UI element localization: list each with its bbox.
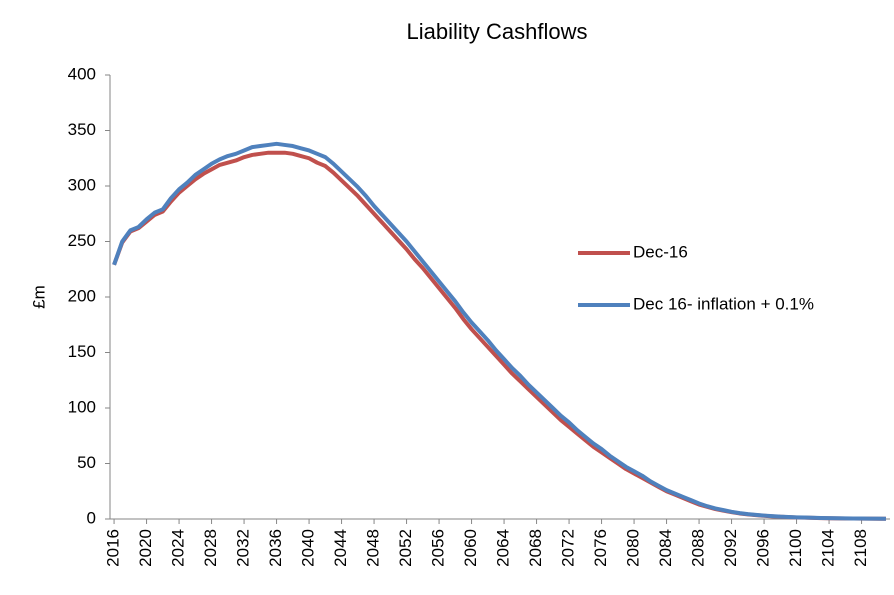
- y-axis-label: £m: [29, 285, 48, 309]
- x-tick-label: 2044: [331, 529, 350, 567]
- y-tick-label: 400: [68, 64, 96, 83]
- x-tick-label: 2072: [559, 529, 578, 567]
- x-tick-label: 2024: [169, 529, 188, 567]
- y-tick-label: 50: [77, 453, 96, 472]
- x-tick-label: 2084: [656, 529, 675, 567]
- y-tick-label: 250: [68, 231, 96, 250]
- x-tick-label: 2060: [461, 529, 480, 567]
- x-tick-label: 2040: [299, 529, 318, 567]
- series-line: [112, 150, 886, 521]
- x-tick-label: 2016: [104, 529, 123, 567]
- x-tick-label: 2056: [429, 529, 448, 567]
- x-tick-label: 2100: [786, 529, 805, 567]
- y-tick-label: 150: [68, 342, 96, 361]
- y-tick-label: 200: [68, 286, 96, 305]
- x-tick-label: 2036: [266, 529, 285, 567]
- series-line: [112, 141, 886, 521]
- chart-title: Liability Cashflows: [407, 19, 588, 44]
- x-tick-label: 2104: [819, 529, 838, 567]
- x-tick-label: 2096: [754, 529, 773, 567]
- x-tick-label: 2088: [689, 529, 708, 567]
- legend-label: Dec-16: [633, 242, 688, 261]
- y-tick-label: 0: [87, 508, 96, 527]
- x-tick-label: 2080: [624, 529, 643, 567]
- y-tick-label: 300: [68, 175, 96, 194]
- x-tick-label: 2092: [721, 529, 740, 567]
- y-tick-label: 350: [68, 120, 96, 139]
- x-tick-label: 2076: [591, 529, 610, 567]
- x-tick-label: 2020: [136, 529, 155, 567]
- x-tick-label: 2064: [494, 529, 513, 567]
- x-tick-label: 2048: [364, 529, 383, 567]
- x-tick-label: 2108: [851, 529, 870, 567]
- legend-label: Dec 16- inflation + 0.1%: [633, 294, 814, 313]
- x-tick-label: 2052: [396, 529, 415, 567]
- x-tick-label: 2068: [526, 529, 545, 567]
- x-tick-label: 2028: [201, 529, 220, 567]
- x-tick-label: 2032: [234, 529, 253, 567]
- y-tick-label: 100: [68, 397, 96, 416]
